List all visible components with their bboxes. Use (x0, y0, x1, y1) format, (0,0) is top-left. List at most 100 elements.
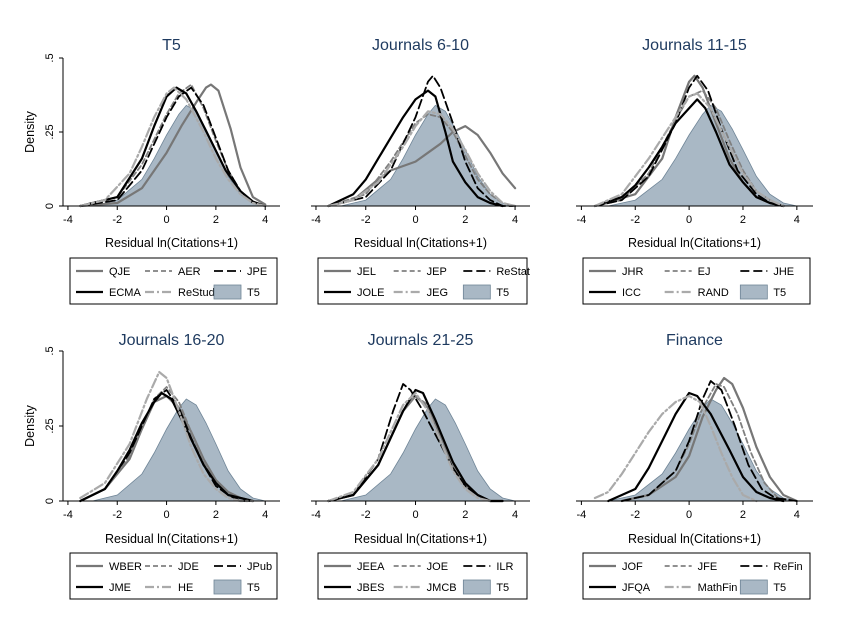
legend-label-jof: JOF (622, 561, 643, 573)
x-axis-label: Residual ln(Citations+1) (628, 532, 761, 546)
legend-label-he: HE (178, 582, 193, 594)
legend: JHR EJ JHE ICC RAND T5 (582, 257, 811, 305)
panel-3: Journals 11-15 -4 -2 0 2 4 Residual ln(Citatio… (576, 37, 813, 305)
x-tick-label: 2 (213, 509, 219, 521)
density-line-restat (327, 74, 516, 207)
panel-title: Journals 16-20 (119, 332, 225, 349)
x-tick-label: -2 (112, 214, 122, 226)
x-tick-label: 0 (412, 214, 418, 226)
x-tick-label: -2 (112, 509, 122, 521)
x-axis-label: Residual ln(Citations+1) (105, 532, 238, 546)
legend: JOF JFE ReFin JFQA MathFin T5 (582, 552, 811, 600)
panel-title: Journals 6-10 (372, 37, 469, 54)
legend-label-t5: T5 (773, 582, 786, 594)
x-tick-label: -4 (63, 214, 73, 226)
legend-box (317, 257, 528, 305)
legend-box (69, 552, 278, 600)
legend-label-refin: ReFin (773, 561, 802, 573)
x-tick-label: 2 (213, 214, 219, 226)
x-tick-label: 4 (512, 214, 518, 226)
legend-label-aer: AER (178, 266, 201, 278)
legend-box (582, 552, 811, 600)
x-tick-label: 2 (462, 509, 468, 521)
x-tick-label: 0 (164, 214, 170, 226)
legend-label-jole: JOLE (357, 287, 385, 299)
density-line-qje (79, 83, 267, 208)
legend-key-t5 (462, 284, 491, 300)
legend-label-t5: T5 (247, 582, 260, 594)
legend-label-jhr: JHR (622, 266, 643, 278)
y-tick-label: 0 (44, 203, 56, 209)
x-tick-label: -2 (361, 509, 371, 521)
x-tick-label: -2 (630, 509, 640, 521)
panel-6: Finance -4 -2 0 2 4 Residual ln(Citations+1) JO… (576, 332, 813, 600)
legend-label-jeea: JEEA (357, 561, 385, 573)
density-line-jfqa (607, 391, 785, 503)
legend-label-jfqa: JFQA (622, 582, 651, 594)
legend-label-rand: RAND (698, 287, 729, 299)
legend-label-jhe: JHE (773, 266, 794, 278)
panel-title: Journals 21-25 (368, 332, 474, 349)
legend-label-t5: T5 (773, 287, 786, 299)
legend-label-ilr: ILR (496, 561, 513, 573)
density-area-t5 (340, 398, 516, 502)
panel-title: Journals 11-15 (642, 37, 747, 54)
legend-label-t5: T5 (496, 287, 509, 299)
legend: JEEA JOE ILR JBES JMCB T5 (317, 552, 528, 600)
x-tick-label: -4 (311, 509, 321, 521)
x-axis-label: Residual ln(Citations+1) (354, 236, 487, 250)
x-tick-label: 2 (740, 214, 746, 226)
x-tick-label: 4 (794, 214, 800, 226)
y-tick-label: .25 (44, 418, 56, 433)
density-area-t5 (92, 398, 266, 502)
density-line-ecma (79, 86, 267, 208)
legend-label-icc: ICC (622, 287, 641, 299)
x-tick-label: -4 (576, 214, 586, 226)
legend-label-wber: WBER (109, 561, 142, 573)
x-tick-label: 4 (262, 509, 268, 521)
x-tick-label: -4 (63, 509, 73, 521)
y-tick-label: .5 (44, 346, 56, 355)
density-line-jof (620, 376, 798, 503)
legend-label-jfe: JFE (698, 561, 718, 573)
x-tick-label: 4 (512, 509, 518, 521)
y-axis-label: Density (23, 404, 37, 446)
panel-title: T5 (162, 37, 181, 54)
legend-box (317, 552, 528, 600)
density-line-jole (327, 89, 504, 208)
x-axis-label: Residual ln(Citations+1) (354, 532, 487, 546)
y-tick-label: .5 (44, 53, 56, 62)
x-tick-label: -2 (361, 214, 371, 226)
legend-key-t5 (739, 284, 768, 300)
legend-label-t5: T5 (247, 287, 260, 299)
legend-box (69, 257, 278, 305)
x-tick-label: -4 (311, 214, 321, 226)
panel-title: Finance (666, 332, 723, 349)
legend-label-restud: ReStud (178, 287, 215, 299)
legend-label-jeg: JEG (427, 287, 448, 299)
legend-label-jep: JEP (427, 266, 447, 278)
legend-label-ej: EJ (698, 266, 711, 278)
legend: QJE AER JPE ECMA ReStud T5 (69, 257, 278, 305)
legend-label-qje: QJE (109, 266, 130, 278)
density-area-t5 (608, 398, 797, 502)
legend-box (582, 257, 811, 305)
x-tick-label: 0 (412, 509, 418, 521)
density-line-ilr (327, 383, 492, 502)
density-line-jhe (594, 74, 785, 207)
density-line-jpub (79, 389, 254, 502)
legend-label-joe: JOE (427, 561, 448, 573)
density-line-jel (327, 125, 517, 208)
x-tick-label: 2 (740, 509, 746, 521)
legend-key-t5 (739, 579, 768, 595)
y-tick-label: 0 (44, 498, 56, 504)
legend-label-jme: JME (109, 582, 131, 594)
x-tick-label: 0 (686, 509, 692, 521)
legend: JEL JEP ReStat JOLE JEG T5 (317, 257, 530, 305)
density-line-he (79, 370, 254, 503)
x-tick-label: -4 (576, 509, 586, 521)
density-line-icc (593, 98, 785, 208)
y-tick-label: .25 (44, 124, 56, 139)
